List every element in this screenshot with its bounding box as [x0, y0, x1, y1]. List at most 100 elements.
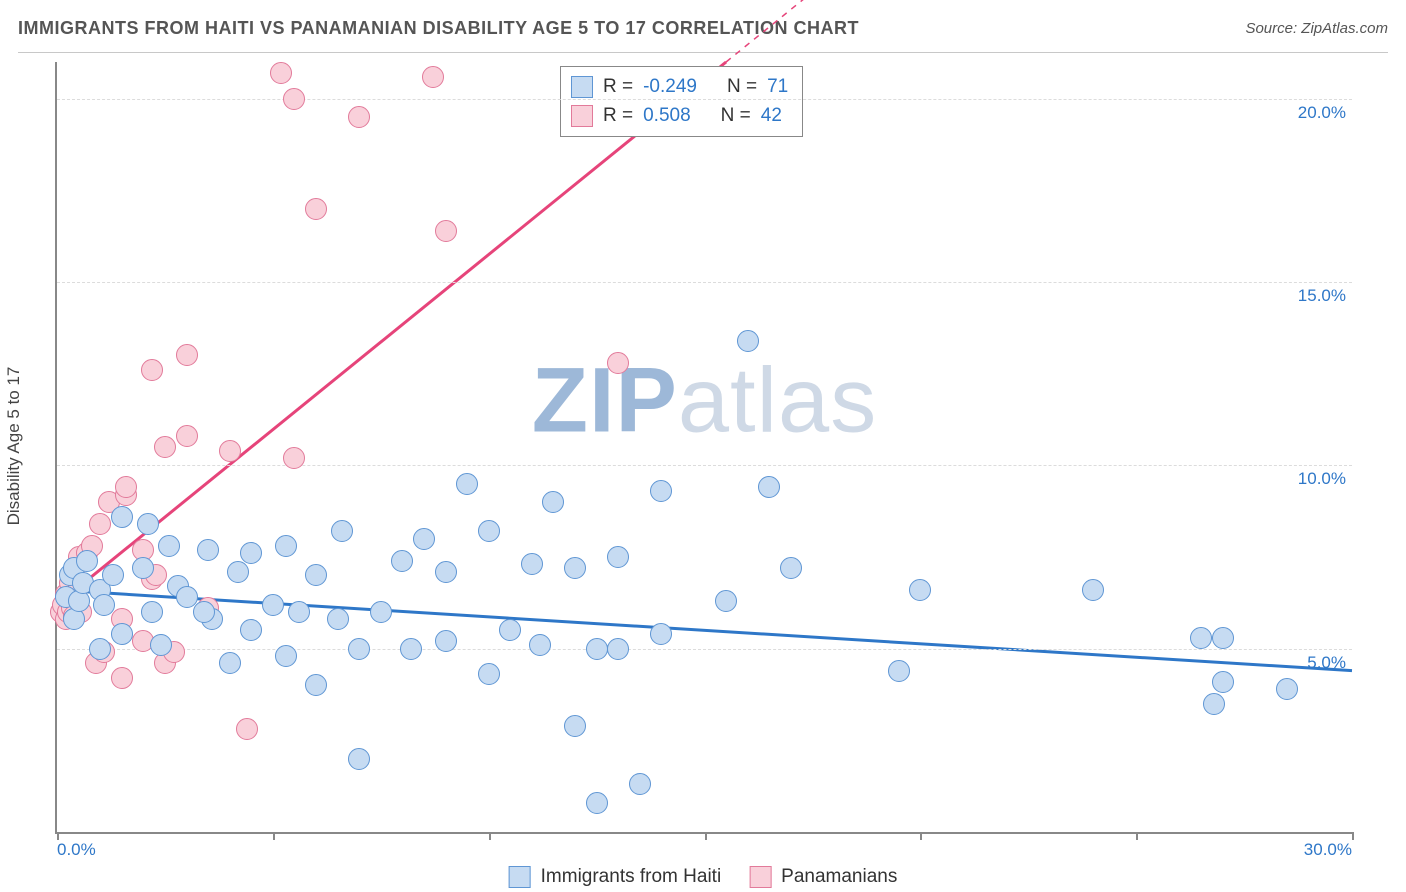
data-point-haiti: [780, 557, 802, 579]
y-tick-label: 20.0%: [1298, 103, 1346, 123]
data-point-haiti: [348, 638, 370, 660]
data-point-panama: [176, 425, 198, 447]
legend-item-haiti: Immigrants from Haiti: [509, 866, 722, 888]
data-point-haiti: [137, 513, 159, 535]
data-point-haiti: [456, 473, 478, 495]
swatch-haiti: [571, 76, 593, 98]
data-point-haiti: [370, 601, 392, 623]
data-point-haiti: [68, 590, 90, 612]
data-point-haiti: [240, 542, 262, 564]
legend-label-haiti: Immigrants from Haiti: [541, 866, 722, 888]
data-point-haiti: [158, 535, 180, 557]
data-point-haiti: [586, 792, 608, 814]
data-point-haiti: [1212, 671, 1234, 693]
data-point-haiti: [262, 594, 284, 616]
r-value-panama: 0.508: [643, 102, 691, 131]
data-point-haiti: [1190, 627, 1212, 649]
legend: Immigrants from Haiti Panamanians: [509, 866, 898, 888]
x-tick-mark: [273, 832, 275, 840]
swatch-panama: [571, 105, 593, 127]
data-point-haiti: [102, 564, 124, 586]
x-tick-mark: [57, 832, 59, 840]
gridline-h: [57, 99, 1352, 100]
chart-title: IMMIGRANTS FROM HAITI VS PANAMANIAN DISA…: [18, 18, 859, 38]
data-point-haiti: [435, 630, 457, 652]
chart-plot-area: ZIPatlas R = -0.249 N = 71 R = 0.508 N =…: [55, 62, 1352, 834]
data-point-haiti: [499, 619, 521, 641]
data-point-haiti: [529, 634, 551, 656]
data-point-haiti: [1212, 627, 1234, 649]
n-value-haiti: 71: [767, 73, 788, 102]
data-point-panama: [154, 436, 176, 458]
data-point-haiti: [909, 579, 931, 601]
data-point-panama: [219, 440, 241, 462]
title-bar: IMMIGRANTS FROM HAITI VS PANAMANIAN DISA…: [18, 18, 1388, 53]
data-point-panama: [283, 88, 305, 110]
correlation-stats-box: R = -0.249 N = 71 R = 0.508 N = 42: [560, 66, 803, 137]
data-point-haiti: [141, 601, 163, 623]
x-tick-mark: [489, 832, 491, 840]
data-point-panama: [236, 718, 258, 740]
y-axis-label: Disability Age 5 to 17: [4, 287, 24, 446]
data-point-haiti: [607, 638, 629, 660]
data-point-panama: [115, 476, 137, 498]
x-tick-mark: [705, 832, 707, 840]
y-tick-label: 10.0%: [1298, 469, 1346, 489]
gridline-h: [57, 282, 1352, 283]
data-point-haiti: [715, 590, 737, 612]
data-point-haiti: [275, 535, 297, 557]
data-point-haiti: [132, 557, 154, 579]
data-point-haiti: [542, 491, 564, 513]
data-point-haiti: [150, 634, 172, 656]
data-point-haiti: [111, 623, 133, 645]
data-point-haiti: [219, 652, 241, 674]
data-point-haiti: [93, 594, 115, 616]
data-point-haiti: [413, 528, 435, 550]
data-point-panama: [111, 667, 133, 689]
x-tick-label: 30.0%: [1304, 840, 1352, 860]
x-tick-mark: [920, 832, 922, 840]
data-point-haiti: [478, 663, 500, 685]
data-point-haiti: [758, 476, 780, 498]
trend-lines-layer: [57, 62, 1352, 832]
stats-row-haiti: R = -0.249 N = 71: [571, 73, 788, 102]
data-point-haiti: [197, 539, 219, 561]
watermark-atlas: atlas: [678, 349, 877, 451]
swatch-haiti: [509, 866, 531, 888]
x-tick-mark: [1136, 832, 1138, 840]
x-tick-mark: [1352, 832, 1354, 840]
data-point-haiti: [1276, 678, 1298, 700]
data-point-haiti: [400, 638, 422, 660]
gridline-h: [57, 465, 1352, 466]
data-point-haiti: [737, 330, 759, 352]
data-point-panama: [89, 513, 111, 535]
data-point-haiti: [888, 660, 910, 682]
watermark: ZIPatlas: [532, 348, 877, 453]
data-point-haiti: [63, 608, 85, 630]
data-point-haiti: [521, 553, 543, 575]
data-point-panama: [141, 359, 163, 381]
data-point-haiti: [275, 645, 297, 667]
data-point-haiti: [478, 520, 500, 542]
data-point-haiti: [240, 619, 262, 641]
data-point-haiti: [650, 480, 672, 502]
data-point-haiti: [607, 546, 629, 568]
data-point-panama: [607, 352, 629, 374]
data-point-haiti: [435, 561, 457, 583]
y-tick-label: 5.0%: [1307, 653, 1346, 673]
data-point-haiti: [564, 715, 586, 737]
stats-row-panama: R = 0.508 N = 42: [571, 102, 788, 131]
data-point-haiti: [193, 601, 215, 623]
data-point-panama: [270, 62, 292, 84]
data-point-haiti: [1203, 693, 1225, 715]
data-point-haiti: [227, 561, 249, 583]
data-point-haiti: [564, 557, 586, 579]
r-value-haiti: -0.249: [643, 73, 697, 102]
data-point-panama: [176, 344, 198, 366]
y-tick-label: 15.0%: [1298, 286, 1346, 306]
data-point-haiti: [327, 608, 349, 630]
data-point-haiti: [1082, 579, 1104, 601]
data-point-panama: [348, 106, 370, 128]
data-point-haiti: [629, 773, 651, 795]
source-attribution: Source: ZipAtlas.com: [1245, 20, 1388, 37]
